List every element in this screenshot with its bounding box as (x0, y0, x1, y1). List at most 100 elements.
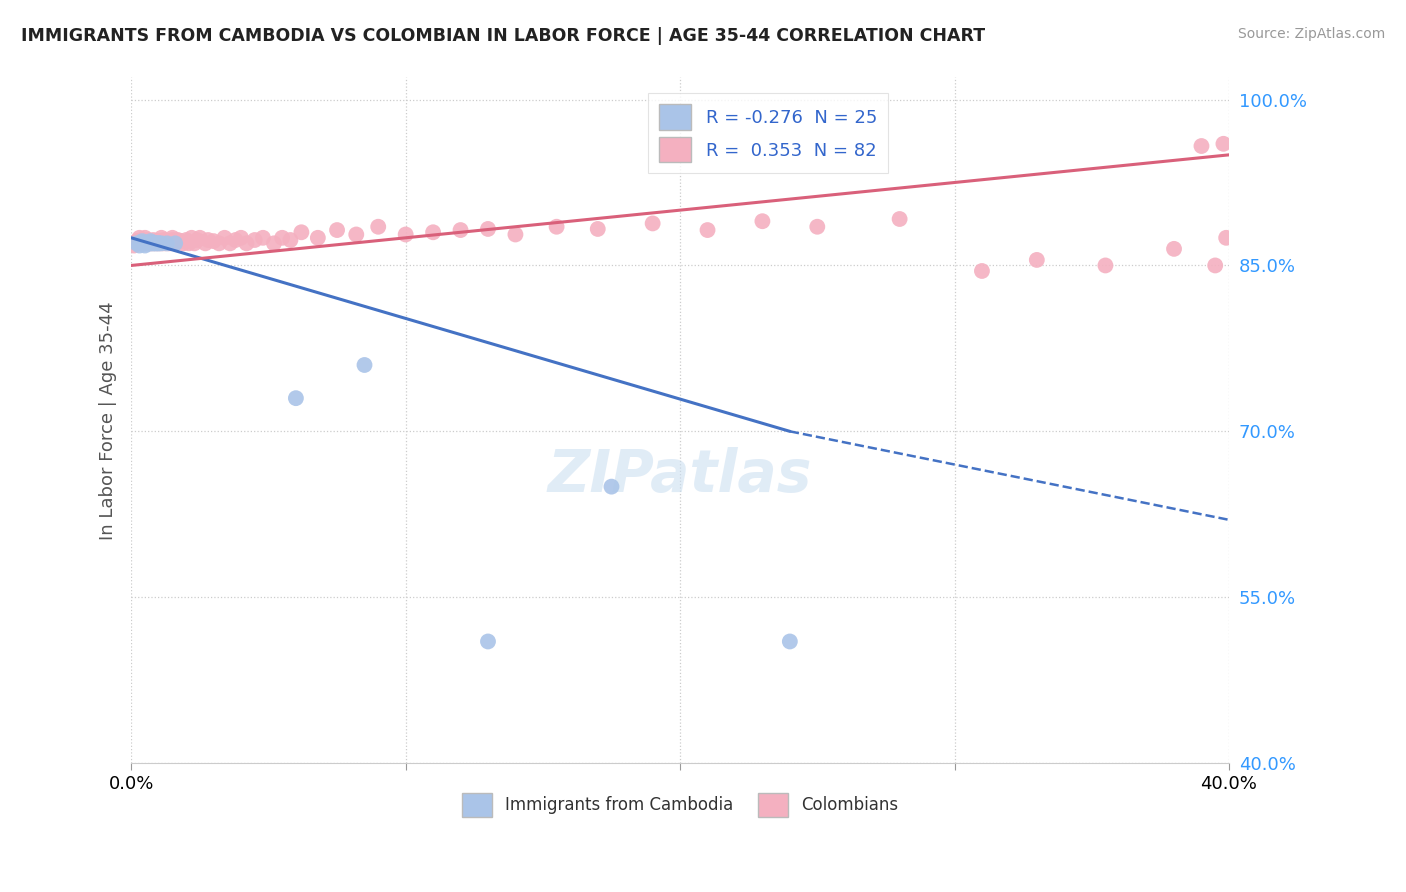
Point (139, 236, 162, 251)
Point (1094, 259, 1116, 273)
Point (145, 236, 167, 251)
Point (125, 236, 148, 251)
Point (153, 233, 176, 247)
Point (367, 219, 389, 234)
Point (134, 231, 156, 245)
Point (1191, 139, 1213, 153)
Point (131, 236, 153, 251)
Point (641, 216, 664, 230)
Point (148, 236, 170, 251)
Point (134, 234, 156, 248)
Point (174, 233, 197, 247)
Point (150, 231, 173, 245)
Point (139, 234, 162, 248)
Point (128, 234, 150, 248)
Point (156, 236, 179, 251)
Point (131, 234, 153, 248)
Point (148, 234, 170, 248)
Point (1163, 242, 1185, 256)
Point (162, 231, 184, 245)
Point (307, 231, 329, 245)
Point (125, 236, 148, 251)
Point (131, 233, 153, 247)
Point (1204, 259, 1226, 273)
Point (280, 233, 302, 247)
Point (970, 264, 993, 278)
Point (194, 236, 217, 251)
Point (122, 238, 145, 252)
Point (136, 233, 159, 247)
Point (139, 236, 162, 251)
Point (208, 236, 231, 251)
Point (177, 236, 200, 251)
Point (243, 233, 266, 247)
Point (477, 222, 499, 236)
Point (134, 236, 156, 251)
Point (326, 223, 349, 237)
Point (586, 222, 609, 236)
Point (142, 233, 165, 247)
Point (136, 236, 159, 251)
Point (142, 236, 165, 251)
Point (477, 634, 499, 648)
Point (150, 236, 173, 251)
Point (134, 236, 156, 251)
Point (142, 236, 165, 251)
Point (131, 236, 153, 251)
Text: IMMIGRANTS FROM CAMBODIA VS COLOMBIAN IN LABOR FORCE | AGE 35-44 CORRELATION CHA: IMMIGRANTS FROM CAMBODIA VS COLOMBIAN IN… (21, 27, 986, 45)
Point (145, 234, 167, 248)
Point (134, 238, 156, 252)
Point (142, 236, 165, 251)
Point (145, 236, 167, 251)
Point (696, 223, 718, 237)
Point (600, 480, 623, 494)
Point (252, 231, 274, 245)
Point (165, 236, 187, 251)
Point (188, 231, 211, 245)
Point (229, 231, 252, 245)
Point (1025, 252, 1047, 267)
Point (353, 358, 375, 372)
Point (284, 391, 307, 405)
Point (546, 219, 568, 234)
Point (422, 225, 444, 239)
Point (172, 236, 194, 251)
Point (889, 212, 911, 227)
Point (150, 236, 173, 251)
Point (153, 236, 176, 251)
Point (148, 236, 170, 251)
Point (159, 236, 181, 251)
Point (263, 236, 285, 251)
Point (344, 227, 367, 242)
Point (271, 231, 294, 245)
Point (183, 236, 205, 251)
Point (1212, 136, 1234, 151)
Point (290, 225, 312, 239)
Point (186, 233, 208, 247)
Point (167, 233, 190, 247)
Point (136, 236, 159, 251)
Point (505, 227, 527, 242)
Point (128, 238, 150, 252)
Point (779, 634, 801, 648)
Point (197, 233, 219, 247)
Point (128, 231, 150, 245)
Point (156, 234, 179, 248)
Point (136, 235, 159, 250)
Legend: Immigrants from Cambodia, Colombians: Immigrants from Cambodia, Colombians (456, 787, 905, 823)
Point (751, 214, 773, 228)
Point (156, 236, 179, 251)
Point (139, 234, 162, 248)
Point (202, 234, 225, 248)
Point (131, 236, 153, 251)
Point (145, 236, 167, 251)
Point (180, 231, 202, 245)
Point (125, 234, 148, 248)
Point (214, 231, 236, 245)
Text: Source: ZipAtlas.com: Source: ZipAtlas.com (1237, 27, 1385, 41)
Point (165, 236, 187, 251)
Point (806, 219, 828, 234)
Point (139, 236, 162, 251)
Point (225, 233, 247, 247)
Point (450, 223, 472, 237)
